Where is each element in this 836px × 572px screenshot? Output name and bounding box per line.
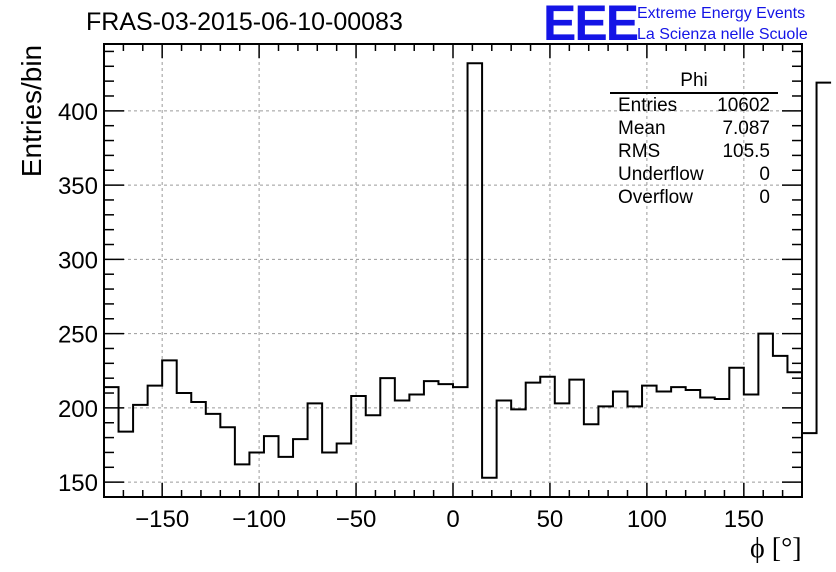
histogram-bin (104, 387, 119, 497)
histogram-bin (133, 405, 148, 497)
histogram-bin (162, 360, 177, 497)
histogram-bin (264, 436, 279, 497)
stats-row-underflow: Underflow 0 (610, 163, 778, 186)
histogram-bin (322, 452, 337, 497)
histogram-bin (802, 433, 817, 497)
histogram-bin (671, 387, 686, 497)
histogram-bin (628, 406, 643, 497)
histogram-bin (569, 380, 584, 497)
histogram-bin (540, 377, 555, 497)
histogram-bin (729, 368, 744, 497)
histogram-bin (657, 392, 672, 497)
histogram-bin (773, 356, 788, 497)
histogram-bin (700, 397, 715, 497)
axis-ticks (103, 44, 803, 497)
stats-box: Phi Entries 10602 Mean 7.087 RMS 105.5 U… (610, 70, 778, 209)
stats-label: Overflow (618, 187, 693, 208)
y-tick-label: 400 (58, 99, 98, 126)
x-tick-label: 150 (724, 506, 764, 533)
y-tick-label: 350 (58, 173, 98, 200)
stats-title: Phi (610, 70, 778, 94)
stats-label: Mean (618, 118, 666, 139)
histogram-bin (206, 414, 221, 497)
logo-caption: Extreme Energy Events La Scienza nelle S… (637, 3, 808, 45)
histogram-bin (715, 399, 730, 497)
y-axis-label: Entries/bin (16, 44, 47, 178)
histogram-bin (337, 444, 352, 497)
x-tick-label: 50 (537, 506, 564, 533)
x-tick-label: −150 (135, 506, 189, 533)
y-tick-label: 200 (58, 396, 98, 423)
histogram-bin (235, 464, 250, 497)
histogram-bin (438, 384, 453, 497)
histogram-bin (148, 386, 163, 497)
histogram-bin (598, 406, 613, 497)
histogram-bin (409, 395, 424, 497)
histogram-bin (395, 400, 410, 497)
histogram-bin (482, 478, 497, 497)
stats-value: 7.087 (722, 118, 770, 139)
logo-caption-line2: La Scienza nelle Scuole (637, 26, 808, 43)
y-tick-label: 150 (58, 470, 98, 497)
histogram-bin (380, 378, 395, 497)
stats-value: 105.5 (722, 141, 770, 162)
histogram-bin (758, 334, 773, 497)
x-tick-label: 100 (627, 506, 667, 533)
histogram-bin (351, 396, 366, 497)
y-tick-label: 300 (58, 247, 98, 274)
histogram-bin (424, 381, 439, 497)
stats-value: 0 (759, 164, 770, 185)
stats-row-rms: RMS 105.5 (610, 140, 778, 163)
stats-label: Entries (618, 95, 678, 116)
histogram-bin (366, 415, 381, 497)
histogram-bin (249, 452, 264, 497)
histogram-series (104, 62, 832, 497)
histogram-bin (308, 403, 323, 497)
stats-label: Underflow (618, 164, 704, 185)
histogram-bin (293, 439, 308, 497)
grid-lines (104, 44, 802, 497)
eee-logo: EEE (543, 0, 639, 51)
histogram-bin (555, 403, 570, 497)
histogram-bin (817, 83, 832, 497)
histogram-bin (191, 402, 206, 497)
histogram-bin (526, 383, 541, 497)
histogram-outline (104, 62, 832, 479)
x-axis-label: ϕ [°] (750, 533, 802, 564)
x-tick-label: −100 (232, 506, 286, 533)
stats-row-overflow: Overflow 0 (610, 186, 778, 209)
stats-row-entries: Entries 10602 (610, 94, 778, 117)
histogram-bin (497, 400, 512, 497)
chart-title: FRAS-03-2015-06-10-00083 (86, 8, 403, 36)
stats-value: 10602 (717, 95, 770, 116)
histogram-bin (177, 393, 192, 497)
stats-row-mean: Mean 7.087 (610, 117, 778, 140)
histogram-bin (119, 432, 134, 497)
histogram-bin (279, 457, 294, 497)
x-tick-label: −50 (336, 506, 377, 533)
histogram-bin (744, 395, 759, 497)
tick-labels: −150 −100 −50 0 50 100 150 150 200 250 300 350 400 (58, 99, 764, 533)
stats-label: RMS (618, 141, 661, 162)
logo-caption-line1: Extreme Energy Events (637, 5, 806, 22)
x-tick-label: 0 (446, 506, 459, 533)
histogram-bin (584, 424, 599, 497)
stats-value: 0 (759, 187, 770, 208)
histogram-bin (686, 390, 701, 497)
histogram-bin (220, 427, 235, 497)
y-tick-label: 250 (58, 322, 98, 349)
histogram-bin (642, 386, 657, 497)
histogram-bin (613, 392, 628, 497)
histogram-bin (511, 409, 526, 497)
histogram-bin (453, 387, 468, 497)
histogram-bin (468, 63, 483, 497)
histogram-bin (787, 372, 802, 497)
